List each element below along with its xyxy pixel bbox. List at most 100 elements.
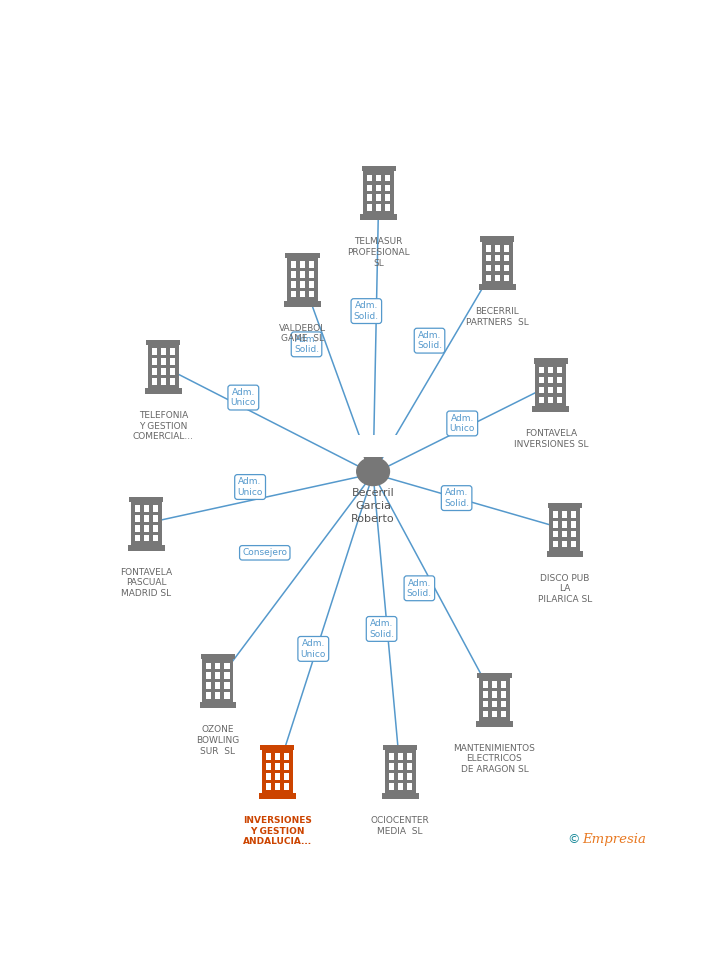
Bar — [206, 672, 211, 679]
Bar — [397, 783, 403, 790]
Bar — [291, 271, 296, 277]
Bar — [284, 300, 321, 306]
Text: Adm.
Solid.: Adm. Solid. — [417, 331, 442, 350]
Bar — [309, 271, 314, 277]
Bar — [261, 750, 293, 793]
Bar — [389, 773, 394, 780]
Bar — [367, 175, 372, 181]
Text: Adm.
Solid.: Adm. Solid. — [369, 619, 394, 638]
Text: BECERRIL
PARTNERS  SL: BECERRIL PARTNERS SL — [466, 307, 529, 327]
Bar — [148, 345, 179, 388]
Bar — [129, 496, 164, 502]
Bar — [558, 387, 563, 394]
Text: DISCO PUB
LA
PILARICA SL: DISCO PUB LA PILARICA SL — [538, 573, 592, 604]
Bar — [382, 793, 419, 799]
Bar — [300, 261, 305, 268]
Bar — [376, 195, 381, 201]
Bar — [224, 692, 229, 699]
Text: Adm.
Solid.: Adm. Solid. — [294, 335, 319, 354]
Bar — [362, 166, 396, 172]
Bar — [504, 245, 509, 252]
Text: Becerril
Garcia
Roberto: Becerril Garcia Roberto — [352, 489, 395, 524]
Bar — [300, 281, 305, 288]
Bar — [539, 387, 545, 394]
Bar — [539, 367, 545, 373]
Bar — [539, 376, 545, 383]
Text: TELMASUR
PROFESIONAL
SL: TELMASUR PROFESIONAL SL — [347, 237, 410, 268]
Bar — [483, 710, 488, 717]
Bar — [215, 683, 221, 689]
Bar — [284, 783, 289, 790]
Bar — [151, 368, 157, 374]
Bar — [153, 505, 158, 512]
Text: OZONE
BOWLING
SUR  SL: OZONE BOWLING SUR SL — [197, 725, 240, 756]
Bar — [495, 265, 499, 272]
Circle shape — [364, 443, 382, 467]
Bar — [170, 348, 175, 355]
Bar — [547, 502, 582, 508]
Bar — [153, 515, 158, 521]
Bar — [206, 683, 211, 689]
Text: FONTAVELA
PASCUAL
MADRID SL: FONTAVELA PASCUAL MADRID SL — [120, 567, 173, 598]
Bar — [367, 204, 372, 211]
Bar — [151, 348, 157, 355]
Bar — [571, 511, 577, 517]
Bar — [201, 654, 235, 660]
Bar — [135, 515, 140, 521]
Bar — [151, 358, 157, 365]
Bar — [161, 348, 166, 355]
Bar — [143, 515, 149, 521]
Text: TELEFONIA
Y GESTION
COMERCIAL...: TELEFONIA Y GESTION COMERCIAL... — [132, 411, 194, 442]
Bar — [215, 662, 221, 669]
Bar — [501, 701, 506, 708]
Bar — [274, 773, 280, 780]
Bar — [397, 773, 403, 780]
Bar — [407, 763, 412, 770]
Bar — [161, 368, 166, 374]
Bar — [309, 291, 314, 298]
Bar — [360, 214, 397, 220]
Bar — [224, 662, 229, 669]
Bar — [397, 754, 403, 760]
Bar — [131, 502, 162, 544]
Bar — [367, 184, 372, 191]
Bar — [479, 678, 510, 721]
Bar — [300, 291, 305, 298]
Text: Adm.
Unico: Adm. Unico — [301, 639, 326, 659]
Bar — [571, 521, 577, 528]
Bar — [153, 535, 158, 541]
Bar — [397, 763, 403, 770]
Bar — [215, 692, 221, 699]
Bar — [300, 271, 305, 277]
Bar — [153, 525, 158, 532]
Bar — [151, 378, 157, 385]
Bar — [367, 195, 372, 201]
Bar — [548, 387, 553, 394]
Bar — [563, 521, 567, 528]
Bar — [539, 396, 545, 403]
Bar — [563, 531, 567, 538]
Bar — [558, 376, 563, 383]
Bar — [170, 368, 175, 374]
Bar — [224, 683, 229, 689]
Bar — [135, 535, 140, 541]
Bar — [495, 254, 499, 261]
Bar — [266, 783, 271, 790]
Bar — [483, 681, 488, 687]
Text: VALDEBOL
GAME  SL: VALDEBOL GAME SL — [279, 324, 326, 344]
Bar — [376, 204, 381, 211]
Bar — [495, 275, 499, 281]
Bar — [547, 551, 583, 557]
Bar — [224, 672, 229, 679]
Bar — [548, 396, 553, 403]
Bar — [407, 783, 412, 790]
Bar — [291, 261, 296, 268]
Bar — [284, 754, 289, 760]
Bar — [407, 773, 412, 780]
Text: Adm.
Unico: Adm. Unico — [237, 477, 263, 496]
Bar — [571, 531, 577, 538]
Bar — [274, 754, 280, 760]
Bar — [563, 540, 567, 547]
Bar — [135, 525, 140, 532]
Bar — [534, 358, 568, 364]
